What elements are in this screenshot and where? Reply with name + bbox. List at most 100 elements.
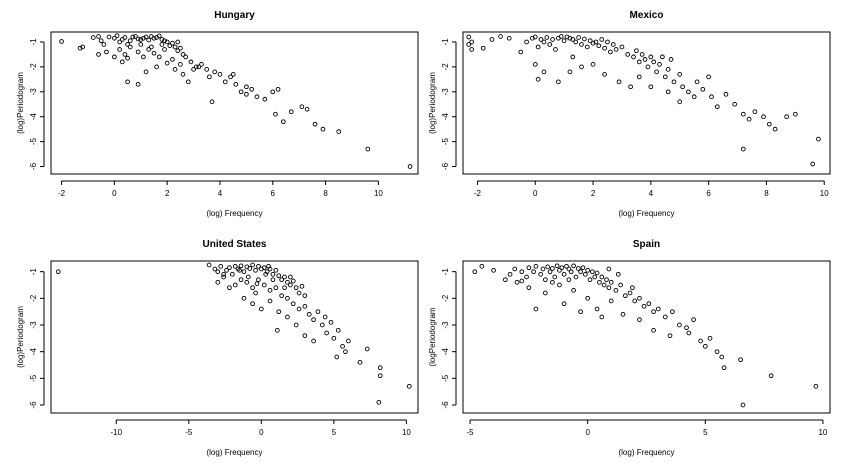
data-point [77, 45, 83, 51]
data-point [227, 265, 232, 271]
data-point [241, 295, 247, 301]
data-point [138, 37, 144, 42]
y-tick-label: -1 [29, 268, 38, 276]
data-point [489, 37, 495, 42]
x-tick-label: 0 [112, 189, 117, 198]
data-point [244, 279, 250, 285]
x-axis-label: (log) Frequency [618, 209, 674, 218]
data-point [274, 327, 280, 333]
y-tick-label: -2 [441, 63, 450, 71]
data-point [263, 271, 269, 277]
data-point [164, 39, 170, 45]
data-point [651, 59, 657, 65]
data-point [335, 327, 341, 333]
data-point [299, 104, 305, 110]
data-point [164, 60, 170, 66]
data-point [261, 265, 267, 271]
data-point [334, 354, 340, 360]
data-point [608, 49, 613, 55]
data-point [96, 52, 101, 57]
data-point [296, 306, 302, 312]
data-point [183, 54, 189, 60]
data-point [627, 290, 633, 296]
data-point [98, 38, 104, 44]
data-point [542, 290, 548, 296]
scatter-panel: Hungary -2 0 2 4 6 8 10 (log) Frequency -1 -2 -3 -4 -… [16, 10, 419, 218]
x-axis-label: (log) Frequency [618, 448, 674, 457]
data-point [302, 333, 308, 339]
data-point [622, 293, 628, 299]
data-point [628, 84, 633, 90]
y-tick-label: -4 [441, 113, 450, 121]
data-point [221, 271, 226, 277]
data-point [784, 114, 790, 120]
data-point [641, 303, 647, 309]
y-tick-label: -3 [29, 321, 38, 329]
y-tick-label: -6 [29, 162, 38, 170]
data-point [576, 35, 581, 40]
data-point [466, 34, 472, 40]
data-point [172, 67, 178, 72]
data-point [146, 47, 152, 52]
data-point [232, 263, 238, 269]
data-point [306, 311, 312, 317]
data-point [266, 263, 271, 269]
data-point [613, 47, 619, 52]
data-point [605, 39, 610, 45]
data-point [706, 74, 711, 80]
data-point [561, 301, 567, 307]
data-point [185, 79, 191, 85]
data-point [566, 277, 572, 283]
x-tick-label: -5 [185, 428, 193, 437]
data-point [544, 35, 550, 40]
data-point [365, 146, 371, 152]
data-point [582, 36, 587, 42]
data-point [677, 322, 682, 328]
data-point [554, 263, 560, 269]
data-point [684, 325, 689, 331]
data-point [138, 42, 144, 47]
data-point [290, 301, 296, 307]
data-point [141, 54, 146, 60]
data-point [282, 285, 287, 291]
x-tick-label: -5 [466, 428, 474, 437]
data-point [752, 109, 758, 115]
data-point [106, 34, 112, 40]
chart-title: Hungary [214, 10, 255, 21]
data-point [151, 50, 157, 56]
data-point [599, 37, 605, 42]
data-point [535, 44, 541, 50]
data-point [518, 49, 524, 55]
x-tick-label: -10 [110, 428, 122, 437]
data-point [469, 39, 475, 45]
data-point [156, 33, 162, 39]
data-point [315, 309, 321, 315]
data-point [564, 263, 569, 269]
x-tick-label: 10 [402, 428, 411, 437]
data-point [377, 373, 383, 379]
data-point [561, 38, 567, 44]
data-point [625, 52, 631, 57]
x-tick-label: 0 [259, 428, 264, 437]
data-point [232, 282, 238, 288]
data-point [570, 37, 576, 42]
data-point [218, 263, 224, 269]
data-point [660, 54, 665, 60]
data-point [270, 271, 276, 277]
data-point [319, 322, 325, 328]
y-axis-label: (log)Periodogram [428, 72, 437, 134]
y-tick-label: -5 [29, 138, 38, 146]
data-point [340, 343, 345, 349]
data-point [538, 271, 543, 277]
data-point [466, 42, 472, 47]
data-point [175, 39, 181, 45]
data-point [331, 335, 337, 341]
data-point [582, 271, 588, 277]
data-point [732, 101, 737, 107]
y-tick-label: -1 [29, 38, 38, 46]
data-point [519, 269, 525, 275]
data-point [256, 263, 261, 269]
data-point [533, 263, 539, 269]
data-point [346, 338, 351, 344]
